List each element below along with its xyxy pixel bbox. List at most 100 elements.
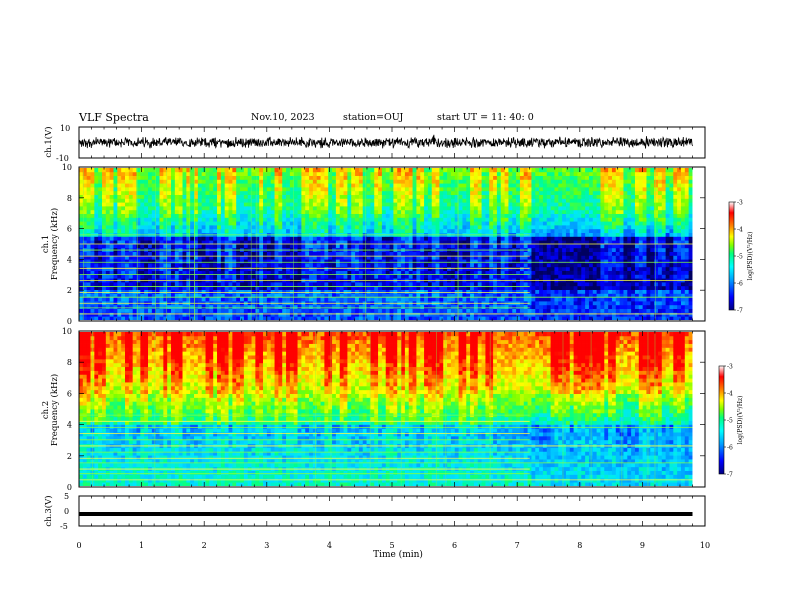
spectrogram-cell bbox=[148, 183, 153, 188]
spectrogram-cell bbox=[289, 270, 295, 275]
spectrogram-cell bbox=[305, 221, 310, 226]
spectrogram-cell bbox=[420, 240, 425, 245]
spectrogram-cell bbox=[485, 263, 490, 268]
spectrogram-cell bbox=[309, 293, 314, 298]
spectrogram-cell bbox=[431, 194, 436, 199]
spectrogram-cell bbox=[148, 194, 153, 199]
spectrogram-cell bbox=[401, 225, 406, 230]
spectrogram-cell bbox=[539, 301, 544, 306]
spectrogram-cell bbox=[435, 285, 440, 290]
spectrogram-cell bbox=[155, 289, 160, 294]
spectrogram-cell bbox=[155, 240, 160, 245]
spectrogram-cell bbox=[247, 297, 252, 302]
spectrogram-cell bbox=[163, 225, 168, 230]
spectrogram-cell bbox=[485, 255, 490, 260]
spectrogram-cell bbox=[102, 282, 107, 287]
spectrogram-cell bbox=[98, 194, 103, 199]
spectrogram-cell bbox=[355, 308, 360, 313]
spectrogram-cell bbox=[297, 285, 302, 290]
spectrogram-cell bbox=[397, 274, 402, 279]
spectrogram-cell bbox=[519, 274, 525, 279]
spectrogram-cell bbox=[539, 228, 544, 233]
spectrogram-cell bbox=[171, 251, 176, 256]
spectrogram-cell bbox=[374, 251, 379, 256]
spectrogram-cell bbox=[473, 206, 479, 211]
spectrogram-cell bbox=[286, 168, 291, 173]
spectrogram-cell bbox=[493, 274, 498, 279]
spectrogram-cell bbox=[263, 228, 268, 233]
spectrogram-cell bbox=[496, 209, 502, 214]
spectrogram-cell bbox=[504, 236, 509, 241]
spectrogram-cell bbox=[404, 266, 410, 271]
spectrogram-cell bbox=[401, 285, 406, 290]
spectrogram-cell bbox=[286, 187, 291, 192]
spectrogram-cell bbox=[197, 206, 203, 211]
spectrogram-cell bbox=[496, 221, 502, 226]
spectrogram-cell bbox=[98, 312, 103, 317]
spectrogram-cell bbox=[328, 206, 333, 211]
spectrogram-cell bbox=[140, 187, 145, 192]
spectrogram-cell bbox=[466, 183, 471, 188]
spectrogram-cell bbox=[266, 266, 272, 271]
spectrogram-cell bbox=[297, 228, 302, 233]
spectrogram-cell bbox=[527, 202, 532, 207]
spectrogram-cell bbox=[305, 187, 310, 192]
spectrogram-cell bbox=[347, 213, 352, 218]
spectrogram-cell bbox=[217, 274, 222, 279]
spectrogram-cell bbox=[332, 308, 337, 313]
spectrogram-cell bbox=[305, 289, 310, 294]
spectrogram-cell bbox=[493, 183, 498, 188]
spectrogram-cell bbox=[397, 240, 402, 245]
spectrogram-cell bbox=[447, 190, 452, 195]
spectrogram-cell bbox=[178, 190, 183, 195]
spectrogram-cell bbox=[286, 213, 291, 218]
spectrogram-cell bbox=[286, 206, 291, 211]
spectrogram-cell bbox=[132, 266, 137, 271]
spectrogram-cell bbox=[508, 171, 513, 176]
spectrogram-cell bbox=[90, 187, 95, 192]
spectrogram-cell bbox=[282, 179, 287, 184]
spectrogram-cell bbox=[163, 206, 168, 211]
spectrogram-cell bbox=[397, 282, 402, 287]
spectrogram-cell bbox=[125, 274, 130, 279]
spectrogram-cell bbox=[504, 316, 509, 320]
spectrogram-cell bbox=[117, 183, 122, 188]
spectrogram-cell bbox=[531, 259, 536, 264]
spectrogram-cell bbox=[378, 293, 383, 298]
spectrogram-cell bbox=[117, 244, 122, 249]
spectrogram-cell bbox=[220, 168, 226, 173]
spectrogram-cell bbox=[82, 179, 88, 184]
spectrogram-cell bbox=[508, 198, 513, 203]
spectrogram-cell bbox=[213, 209, 218, 214]
spectrogram-cell bbox=[236, 263, 241, 268]
spectrogram-cell bbox=[82, 312, 88, 317]
spectrogram-cell bbox=[316, 179, 321, 184]
spectrogram-cell bbox=[512, 168, 517, 173]
spectrogram-cell bbox=[128, 225, 134, 230]
spectrogram-cell bbox=[263, 179, 268, 184]
spectrogram-cell bbox=[148, 206, 153, 211]
spectrogram-cell bbox=[113, 304, 118, 309]
spectrogram-cell bbox=[136, 285, 141, 290]
spectrogram-cell bbox=[209, 221, 214, 226]
spectrogram-cell bbox=[424, 206, 429, 211]
spectrogram-cell bbox=[312, 240, 318, 245]
spectrogram-cell bbox=[102, 270, 107, 275]
spectrogram-cell bbox=[174, 259, 180, 264]
spectrogram-cell bbox=[282, 202, 287, 207]
spectrogram-cell bbox=[324, 183, 329, 188]
spectrogram-cell bbox=[512, 297, 517, 302]
spectrogram-cell bbox=[178, 259, 183, 264]
spectrogram-cell bbox=[113, 293, 118, 298]
spectrogram-cell bbox=[378, 171, 383, 176]
spectrogram-cell bbox=[155, 179, 160, 184]
spectrogram-cell bbox=[105, 270, 111, 275]
spectrogram-cell bbox=[412, 304, 417, 309]
spectrogram-cell bbox=[186, 251, 191, 256]
spectrogram-cell bbox=[82, 255, 88, 260]
spectrogram-cell bbox=[286, 259, 291, 264]
spectrogram-cell bbox=[366, 266, 371, 271]
spectrogram-cell bbox=[144, 194, 149, 199]
spectrogram-cell bbox=[270, 168, 275, 173]
spectrogram-cell bbox=[473, 259, 479, 264]
